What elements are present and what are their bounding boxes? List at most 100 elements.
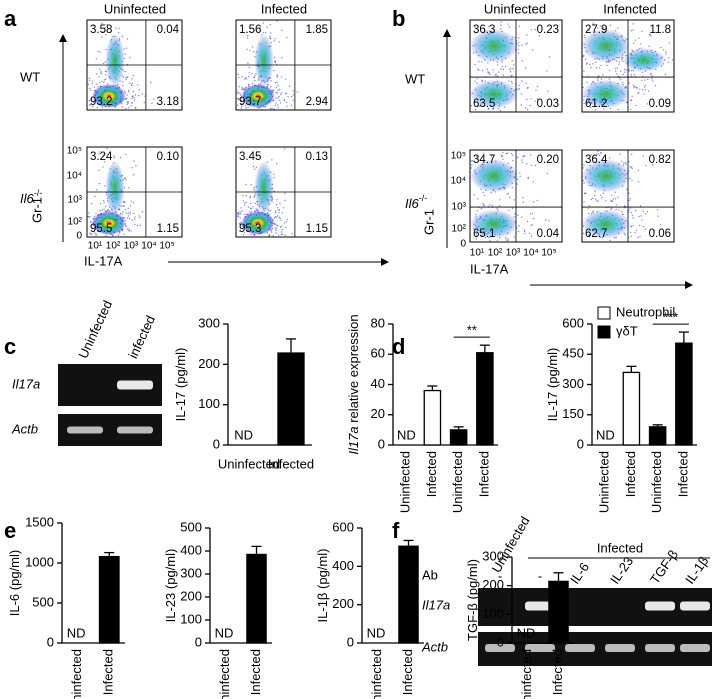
y-tick-label: 10⁵ bbox=[67, 146, 82, 157]
event-dot bbox=[616, 73, 618, 75]
event-dot bbox=[247, 106, 249, 108]
antibody-label: IL-6 bbox=[567, 560, 592, 587]
event-dot bbox=[122, 81, 124, 83]
event-dot bbox=[523, 230, 526, 232]
event-dot bbox=[237, 92, 239, 95]
event-dot bbox=[642, 155, 644, 157]
event-dot bbox=[272, 235, 274, 237]
gel-band bbox=[680, 601, 710, 611]
event-dot bbox=[508, 68, 511, 71]
event-dot bbox=[122, 76, 125, 78]
event-dot bbox=[119, 217, 122, 220]
event-dot bbox=[632, 225, 634, 227]
event-dot bbox=[101, 72, 103, 75]
flow-plot: 3.24 0.10 95.5 1.15 bbox=[86, 146, 183, 238]
event-dot bbox=[632, 23, 634, 25]
event-dot bbox=[534, 100, 536, 102]
event-dot bbox=[91, 98, 93, 101]
event-dot bbox=[90, 203, 93, 205]
event-dot bbox=[240, 94, 242, 96]
density-blob bbox=[622, 48, 666, 72]
event-dot bbox=[128, 89, 130, 92]
event-dot bbox=[582, 86, 584, 89]
y-axis-title-text: IL-23 (pg/ml) bbox=[163, 549, 178, 623]
event-dot bbox=[129, 211, 131, 213]
x-tick-label: 10¹ bbox=[470, 248, 485, 259]
event-dot bbox=[129, 213, 131, 215]
event-dot bbox=[279, 226, 282, 228]
event-dot bbox=[653, 229, 656, 232]
y-axis-title: IL-23 (pg/ml) bbox=[163, 549, 178, 623]
event-dot bbox=[281, 57, 283, 59]
event-dot bbox=[497, 64, 499, 66]
x-tick-label: Uninfected bbox=[450, 451, 465, 513]
y-tick-label: 10³ bbox=[68, 195, 83, 206]
quadrant-percent: 0.20 bbox=[537, 154, 559, 166]
event-dot bbox=[91, 83, 93, 85]
event-dot bbox=[477, 158, 479, 161]
y-tick-label: 0 bbox=[76, 231, 82, 242]
density-blob bbox=[470, 79, 518, 109]
quadrant-percent: 3.45 bbox=[239, 151, 261, 163]
y-tick-label: 150 bbox=[562, 406, 584, 421]
event-dot bbox=[128, 217, 131, 220]
event-dot bbox=[103, 202, 105, 204]
density-blob bbox=[582, 158, 630, 193]
event-dot bbox=[125, 79, 128, 81]
event-dot bbox=[500, 24, 502, 26]
event-dot bbox=[662, 49, 665, 51]
row-label: Il6-/- bbox=[405, 193, 427, 211]
event-dot bbox=[245, 183, 247, 186]
event-dot bbox=[267, 219, 269, 221]
event-dot bbox=[243, 231, 246, 234]
bar bbox=[246, 553, 267, 644]
event-dot bbox=[124, 53, 126, 55]
density-blob bbox=[582, 209, 630, 239]
event-dot bbox=[101, 36, 103, 38]
event-dot bbox=[547, 90, 549, 92]
event-dot bbox=[481, 61, 483, 63]
event-dot bbox=[545, 219, 547, 221]
event-dot bbox=[237, 211, 239, 214]
event-dot bbox=[104, 185, 106, 187]
event-dot bbox=[597, 27, 599, 29]
event-dot bbox=[127, 215, 130, 217]
event-dot bbox=[253, 186, 255, 189]
event-dot bbox=[603, 108, 605, 110]
event-dot bbox=[643, 93, 645, 95]
row-label: Il6-/- bbox=[20, 188, 42, 206]
event-dot bbox=[496, 239, 499, 241]
event-dot bbox=[642, 89, 644, 91]
event-dot bbox=[531, 212, 534, 214]
event-dot bbox=[123, 48, 125, 50]
event-dot bbox=[504, 237, 507, 239]
y-axis-title-text: IL-6 (pg/ml) bbox=[7, 550, 22, 616]
event-dot bbox=[491, 155, 493, 157]
y-tick-label: 200 bbox=[198, 356, 220, 371]
event-dot bbox=[532, 49, 534, 51]
quadrant-percent: 0.23 bbox=[537, 24, 559, 36]
y-axis-title: TGF-β (pg/ml) bbox=[465, 559, 480, 641]
event-dot bbox=[643, 86, 646, 88]
event-dot bbox=[526, 87, 528, 89]
event-dot bbox=[275, 86, 278, 89]
event-dot bbox=[609, 107, 612, 110]
legend-swatch bbox=[597, 325, 611, 339]
event-dot bbox=[90, 89, 92, 91]
event-dot bbox=[648, 34, 651, 36]
column-header: Infencted bbox=[603, 1, 657, 16]
event-dot bbox=[269, 37, 272, 40]
event-dot bbox=[143, 101, 145, 104]
panel-label: c bbox=[4, 334, 16, 359]
event-dot bbox=[246, 78, 248, 80]
event-dot bbox=[124, 177, 126, 179]
event-dot bbox=[641, 30, 643, 33]
event-dot bbox=[118, 27, 120, 30]
event-dot bbox=[498, 71, 500, 73]
event-dot bbox=[280, 76, 283, 78]
event-dot bbox=[583, 102, 585, 105]
gel-band bbox=[485, 644, 515, 652]
y-tick-label: 0 bbox=[47, 634, 54, 649]
event-dot bbox=[248, 211, 251, 213]
event-dot bbox=[247, 93, 249, 96]
